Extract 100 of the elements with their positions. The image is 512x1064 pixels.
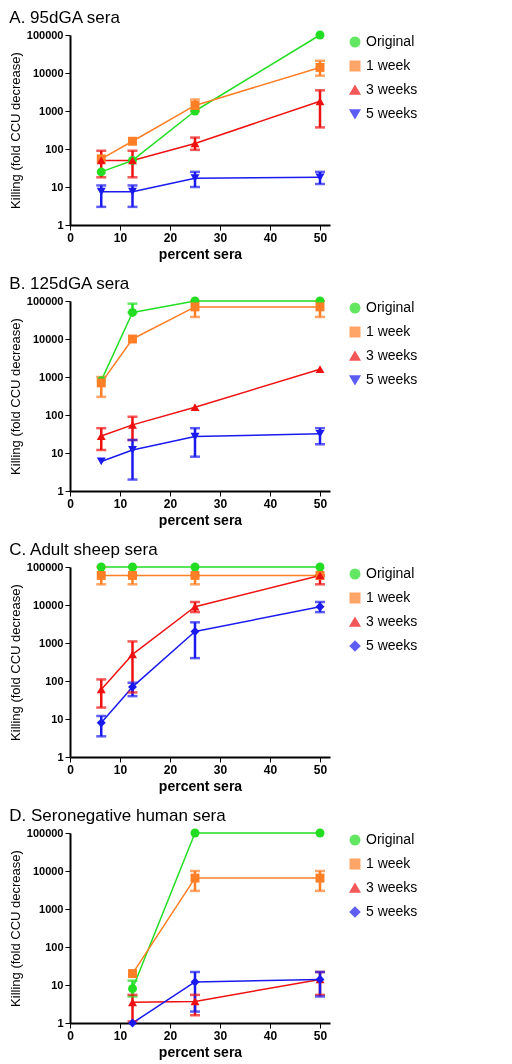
x-tick-label: 40 bbox=[263, 496, 278, 511]
y-tick-label: 1 bbox=[57, 484, 64, 497]
y-tick-label: 10000 bbox=[32, 332, 64, 345]
y-tick-label: 100000 bbox=[26, 826, 64, 839]
chart-title: A. 95dGA sera bbox=[9, 8, 121, 27]
point bbox=[96, 718, 106, 728]
y-tick-label: 100000 bbox=[26, 560, 64, 573]
chart-title: C. Adult sheep sera bbox=[9, 540, 159, 559]
point bbox=[128, 307, 137, 317]
legend-label: Original bbox=[366, 33, 415, 49]
x-tick-label: 40 bbox=[263, 1028, 278, 1043]
point bbox=[128, 187, 137, 196]
point bbox=[190, 302, 200, 312]
y-tick-label: 10 bbox=[51, 978, 64, 991]
point bbox=[128, 562, 137, 572]
x-tick-label: 50 bbox=[313, 230, 328, 245]
y-axis-title: Killing (fold CCU decrease) bbox=[7, 584, 23, 741]
y-tick-label: 10000 bbox=[32, 66, 64, 79]
legend-label: Original bbox=[366, 299, 415, 315]
point bbox=[96, 432, 106, 440]
x-tick-label: 10 bbox=[113, 230, 128, 245]
point bbox=[128, 682, 137, 692]
point bbox=[190, 997, 200, 1006]
y-tick-label: 100 bbox=[45, 674, 64, 687]
point bbox=[128, 446, 137, 454]
y-tick-label: 100 bbox=[45, 940, 64, 953]
y-tick-label: 100 bbox=[45, 408, 64, 421]
point bbox=[128, 969, 137, 979]
y-tick-label: 1 bbox=[57, 1016, 64, 1029]
legend-label: 5 weeks bbox=[366, 371, 418, 387]
legend-label: 3 weeks bbox=[366, 613, 418, 629]
point bbox=[128, 334, 137, 344]
point bbox=[315, 873, 325, 883]
point bbox=[315, 828, 325, 838]
point bbox=[128, 136, 137, 146]
point bbox=[190, 562, 200, 572]
x-tick-label: 30 bbox=[213, 496, 228, 511]
point bbox=[190, 873, 200, 883]
y-tick-label: 10000 bbox=[32, 864, 64, 877]
legend-label: 1 week bbox=[366, 57, 412, 73]
x-tick-label: 20 bbox=[163, 1028, 178, 1043]
chart-title: B. 125dGA sera bbox=[9, 274, 130, 293]
y-tick-label: 10 bbox=[51, 712, 64, 725]
x-tick-label: 30 bbox=[213, 1028, 228, 1043]
x-axis-title: percent sera bbox=[158, 1043, 243, 1060]
x-tick-label: 30 bbox=[213, 762, 228, 777]
x-tick-label: 0 bbox=[67, 230, 75, 245]
legend-label: 1 week bbox=[366, 589, 412, 605]
y-axis-title: Killing (fold CCU decrease) bbox=[7, 52, 23, 209]
y-axis-title: Killing (fold CCU decrease) bbox=[7, 850, 23, 1007]
point bbox=[96, 167, 106, 177]
legend-label: 3 weeks bbox=[366, 347, 418, 363]
y-tick-label: 1 bbox=[57, 750, 64, 763]
legend-label: Original bbox=[366, 831, 415, 847]
y-axis-title: Killing (fold CCU decrease) bbox=[7, 318, 23, 475]
y-tick-label: 100000 bbox=[26, 294, 64, 307]
y-tick-label: 10 bbox=[51, 446, 64, 459]
legend-label: 3 weeks bbox=[366, 81, 418, 97]
point bbox=[190, 977, 200, 987]
point bbox=[315, 365, 325, 374]
point bbox=[315, 30, 325, 40]
x-axis-title: percent sera bbox=[158, 777, 243, 794]
point bbox=[315, 562, 325, 572]
point bbox=[128, 570, 137, 580]
legend-label: 5 weeks bbox=[366, 637, 418, 653]
point bbox=[128, 998, 137, 1007]
x-tick-label: 50 bbox=[313, 1028, 328, 1043]
y-tick-label: 1000 bbox=[39, 104, 64, 117]
y-tick-label: 1000 bbox=[39, 636, 64, 649]
x-tick-label: 10 bbox=[113, 496, 128, 511]
point bbox=[128, 650, 137, 659]
x-axis-title: percent sera bbox=[158, 511, 243, 528]
point bbox=[96, 570, 106, 580]
x-tick-label: 20 bbox=[163, 496, 178, 511]
point bbox=[128, 984, 137, 994]
legend-label: 1 week bbox=[366, 323, 412, 339]
y-tick-label: 10 bbox=[51, 180, 64, 193]
x-tick-label: 30 bbox=[213, 230, 228, 245]
x-tick-label: 0 bbox=[67, 762, 75, 777]
y-tick-label: 100 bbox=[45, 142, 64, 155]
legend-label: 3 weeks bbox=[366, 879, 418, 895]
x-tick-label: 0 bbox=[67, 496, 75, 511]
y-tick-label: 10000 bbox=[32, 598, 64, 611]
chart-title: D. Seronegative human sera bbox=[9, 806, 227, 825]
point bbox=[190, 403, 200, 412]
legend-label: 5 weeks bbox=[366, 105, 418, 121]
x-tick-label: 40 bbox=[263, 762, 278, 777]
x-axis-title: percent sera bbox=[158, 245, 243, 262]
y-tick-label: 100000 bbox=[26, 28, 64, 41]
x-tick-label: 10 bbox=[113, 1028, 128, 1043]
point bbox=[190, 828, 200, 838]
x-tick-label: 10 bbox=[113, 762, 128, 777]
x-tick-label: 50 bbox=[313, 762, 328, 777]
y-tick-label: 1000 bbox=[39, 902, 64, 915]
y-tick-label: 1 bbox=[57, 218, 64, 231]
x-tick-label: 0 bbox=[67, 1028, 75, 1043]
x-tick-label: 20 bbox=[163, 230, 178, 245]
point bbox=[190, 570, 200, 580]
x-tick-label: 50 bbox=[313, 496, 328, 511]
legend-label: 5 weeks bbox=[366, 903, 418, 919]
